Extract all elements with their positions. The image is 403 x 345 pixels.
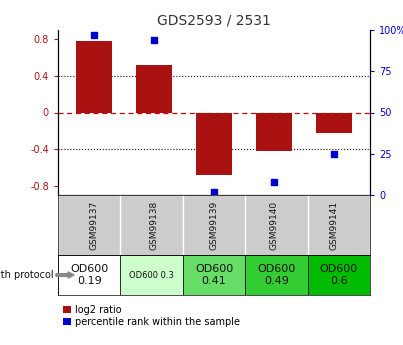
Title: GDS2593 / 2531: GDS2593 / 2531: [157, 13, 271, 28]
Text: growth protocol: growth protocol: [0, 270, 54, 280]
Bar: [196, 112, 232, 175]
Bar: [120, 255, 183, 295]
Text: OD600
0.6: OD600 0.6: [320, 264, 358, 286]
Bar: [316, 112, 352, 133]
Bar: [136, 65, 172, 112]
Bar: [76, 41, 112, 112]
Bar: [245, 255, 307, 295]
Legend: log2 ratio, percentile rank within the sample: log2 ratio, percentile rank within the s…: [63, 305, 239, 327]
Bar: [183, 255, 245, 295]
Point: [151, 37, 157, 43]
Text: OD600
0.49: OD600 0.49: [257, 264, 295, 286]
Text: GSM99137: GSM99137: [89, 200, 98, 250]
Bar: [58, 255, 120, 295]
Text: OD600
0.41: OD600 0.41: [195, 264, 233, 286]
Text: GSM99141: GSM99141: [330, 200, 339, 249]
Point: [91, 32, 97, 38]
Bar: [307, 255, 370, 295]
Text: GSM99140: GSM99140: [270, 200, 278, 249]
Point: [211, 189, 217, 195]
Bar: [256, 112, 292, 151]
Text: OD600
0.19: OD600 0.19: [70, 264, 108, 286]
Point: [271, 179, 277, 185]
Text: GSM99139: GSM99139: [210, 200, 218, 250]
Text: OD600 0.3: OD600 0.3: [129, 270, 174, 279]
Text: GSM99138: GSM99138: [150, 200, 158, 250]
Point: [331, 151, 337, 157]
